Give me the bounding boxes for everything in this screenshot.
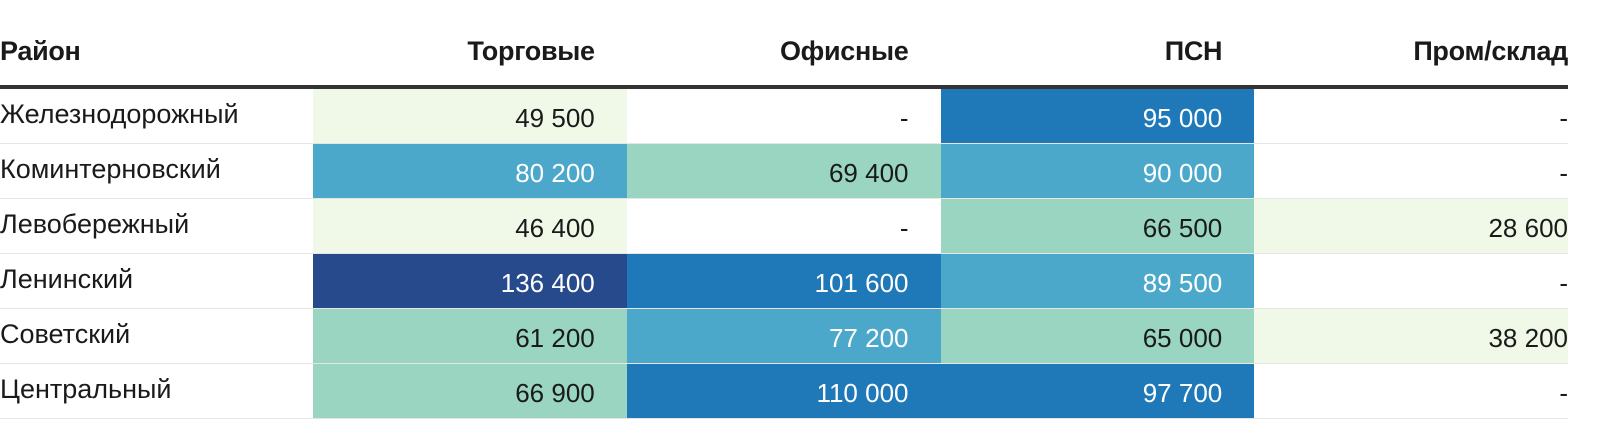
- district-name: Центральный: [0, 373, 172, 404]
- heatmap-cell-psn: 65 000: [940, 308, 1255, 364]
- column-header-psn[interactable]: ПСН: [940, 18, 1255, 89]
- cell-value: 97 700: [1142, 377, 1223, 408]
- heatmap-cell-industrial-warehouse: -: [1254, 253, 1568, 309]
- cell-value: 110 000: [816, 377, 909, 408]
- cell-value: 66 900: [515, 377, 595, 408]
- cell-value: 28 600: [1488, 212, 1568, 243]
- cell-value: -: [1559, 157, 1568, 188]
- table-row: Коминтерновский 80 200 69 400 90 000 -: [0, 143, 1568, 199]
- heatmap-cell-office: 101 600: [626, 253, 941, 309]
- district-name-cell: Коминтерновский: [0, 143, 313, 199]
- heatmap-cell-office: -: [626, 87, 941, 144]
- cell-value: 61 200: [515, 322, 595, 353]
- heatmap-cell-retail: 80 200: [313, 143, 627, 199]
- heatmap-cell-industrial-warehouse: -: [1254, 87, 1568, 144]
- heatmap-cell-office: -: [626, 198, 941, 254]
- table-body: Железнодорожный 49 500-95 000- Коминтернов…: [0, 87, 1568, 419]
- table-header-row: Район Торговые Офисные ПСН Пром/склад: [0, 18, 1568, 89]
- heatmap-cell-office: 69 400: [626, 143, 941, 199]
- heatmap-cell-office: 110 000: [626, 363, 941, 419]
- heatmap-cell-psn: 90 000: [940, 143, 1255, 199]
- table-row: Советский 61 200 77 200 65 000 38 200: [0, 308, 1568, 364]
- heatmap-cell-retail: 136 400: [313, 253, 627, 309]
- column-header-office[interactable]: Офисные: [626, 18, 941, 89]
- cell-value: 89 500: [1142, 267, 1223, 298]
- heatmap-table: Район Торговые Офисные ПСН Пром/склад Же…: [0, 18, 1568, 419]
- cell-value: -: [1559, 267, 1568, 298]
- district-name-cell: Советский: [0, 308, 313, 364]
- cell-value: 65 000: [1142, 322, 1223, 353]
- cell-value: 49 500: [515, 102, 595, 133]
- heatmap-cell-psn: 66 500: [940, 198, 1255, 254]
- district-name: Советский: [0, 318, 131, 349]
- table-row: Центральный 66 900 110 000 97 700 -: [0, 363, 1568, 419]
- heatmap-cell-industrial-warehouse: 38 200: [1254, 308, 1568, 364]
- cell-value: 77 200: [828, 322, 909, 353]
- heatmap-cell-retail: 66 900: [313, 363, 627, 419]
- table-row: Железнодорожный 49 500 - 95 000 -: [0, 87, 1568, 144]
- cell-value: -: [1559, 377, 1568, 408]
- table-row: Левобережный 46 400 - 66 500 28 600: [0, 198, 1568, 254]
- district-name: Железнодорожный: [0, 98, 239, 129]
- district-name: Коминтерновский: [0, 153, 221, 184]
- district-name-cell: Центральный: [0, 363, 313, 419]
- cell-value: 101 600: [814, 267, 909, 298]
- cell-value: -: [1559, 102, 1568, 133]
- cell-value: 80 200: [515, 157, 595, 188]
- district-name-cell: Железнодорожный: [0, 87, 313, 144]
- district-name-cell: Левобережный: [0, 198, 313, 254]
- heatmap-cell-retail: 61 200: [313, 308, 627, 364]
- heatmap-cell-industrial-warehouse: -: [1254, 143, 1568, 199]
- cell-value: 38 200: [1488, 322, 1568, 353]
- heatmap-cell-industrial-warehouse: -: [1254, 363, 1568, 419]
- heatmap-cell-retail: 46 400: [313, 198, 627, 254]
- heatmap-cell-retail: 49 500: [313, 87, 627, 144]
- table-row: Ленинский 136 400 101 600 89 500 -: [0, 253, 1568, 309]
- district-name-cell: Ленинский: [0, 253, 313, 309]
- heatmap-cell-psn: 97 700: [940, 363, 1255, 419]
- column-header-district[interactable]: Район: [0, 18, 313, 89]
- heatmap-cell-industrial-warehouse: 28 600: [1254, 198, 1568, 254]
- cell-value: 95 000: [1142, 102, 1223, 133]
- column-header-industrial-warehouse[interactable]: Пром/склад: [1254, 18, 1568, 89]
- heatmap-cell-office: 77 200: [626, 308, 941, 364]
- heatmap-cell-psn: 89 500: [940, 253, 1255, 309]
- cell-value: 90 000: [1142, 157, 1223, 188]
- cell-value: 69 400: [828, 157, 909, 188]
- heatmap-cell-psn: 95 000: [940, 87, 1255, 144]
- district-name: Ленинский: [0, 263, 134, 294]
- cell-value: 136 400: [500, 267, 595, 298]
- cell-value: -: [899, 212, 909, 243]
- cell-value: -: [899, 102, 909, 133]
- district-name: Левобережный: [0, 208, 190, 239]
- column-header-retail[interactable]: Торговые: [313, 18, 627, 89]
- cell-value: 66 500: [1142, 212, 1223, 243]
- cell-value: 46 400: [515, 212, 595, 243]
